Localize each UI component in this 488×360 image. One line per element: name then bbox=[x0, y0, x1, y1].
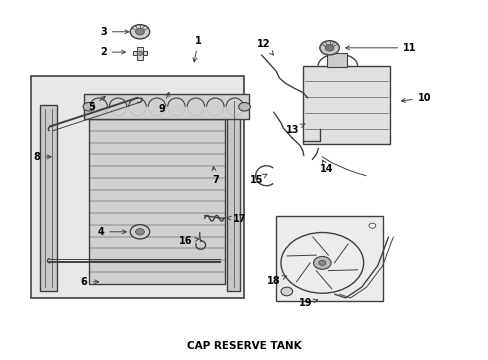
Text: 3: 3 bbox=[100, 27, 128, 37]
Text: 7: 7 bbox=[211, 167, 218, 185]
Circle shape bbox=[318, 260, 325, 265]
Text: 10: 10 bbox=[401, 93, 430, 103]
Text: 16: 16 bbox=[179, 236, 199, 246]
Circle shape bbox=[281, 287, 292, 296]
Text: CAP RESERVE TANK: CAP RESERVE TANK bbox=[187, 341, 301, 351]
Text: 13: 13 bbox=[286, 123, 305, 135]
Text: 19: 19 bbox=[298, 298, 317, 308]
Bar bbox=[137, 47, 142, 60]
Circle shape bbox=[130, 24, 149, 39]
Text: 2: 2 bbox=[100, 47, 125, 57]
Bar bbox=[276, 216, 382, 301]
Circle shape bbox=[319, 41, 339, 55]
Bar bbox=[89, 119, 224, 284]
Bar bbox=[302, 66, 389, 144]
Text: 17: 17 bbox=[226, 214, 246, 224]
Bar bbox=[30, 76, 244, 298]
Circle shape bbox=[135, 28, 144, 35]
Text: 12: 12 bbox=[257, 39, 273, 55]
Bar bbox=[40, 105, 57, 291]
Bar bbox=[326, 53, 346, 67]
Circle shape bbox=[83, 103, 95, 111]
Circle shape bbox=[325, 45, 333, 51]
Text: 8: 8 bbox=[33, 152, 51, 162]
Bar bbox=[84, 94, 249, 119]
Circle shape bbox=[238, 103, 250, 111]
Circle shape bbox=[135, 229, 144, 235]
Text: 14: 14 bbox=[320, 160, 333, 174]
Text: 9: 9 bbox=[158, 93, 169, 113]
Circle shape bbox=[368, 223, 375, 228]
Text: 18: 18 bbox=[266, 276, 286, 286]
Text: 1: 1 bbox=[193, 36, 201, 62]
Bar bbox=[227, 98, 239, 291]
Text: 15: 15 bbox=[249, 174, 266, 185]
Circle shape bbox=[130, 225, 149, 239]
Text: 5: 5 bbox=[88, 96, 105, 112]
Bar bbox=[132, 51, 147, 55]
Circle shape bbox=[313, 256, 330, 269]
Text: 4: 4 bbox=[98, 227, 126, 237]
Text: 11: 11 bbox=[345, 43, 416, 53]
Text: 6: 6 bbox=[81, 277, 99, 287]
Circle shape bbox=[137, 51, 142, 55]
